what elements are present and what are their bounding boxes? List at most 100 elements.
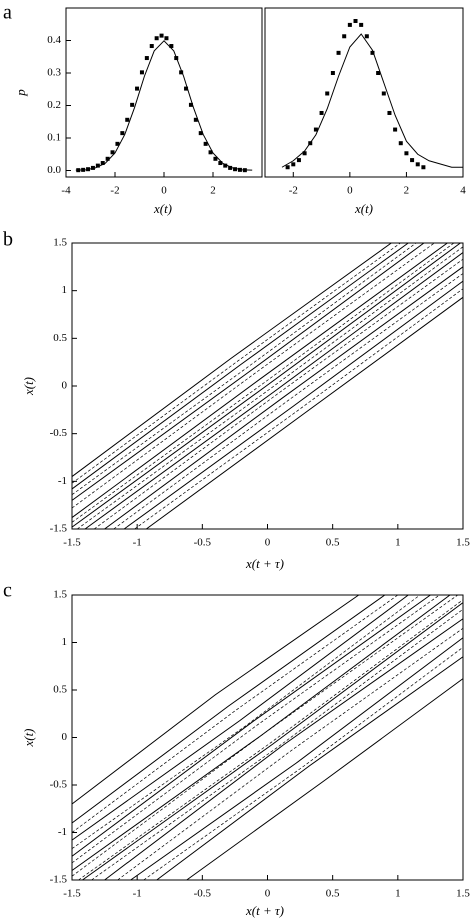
y-tick-label: -1 [58, 475, 67, 487]
plot-frame [65, 7, 263, 178]
contour-line [156, 656, 464, 881]
plot-frame [71, 594, 464, 881]
contour-line [71, 242, 448, 518]
contour-line [71, 594, 431, 857]
y-tick-label: -0.5 [50, 427, 68, 439]
data-point [330, 71, 335, 75]
data-point [198, 131, 203, 136]
x-tick-label: 1 [395, 537, 401, 549]
x-tick-label: -0.5 [194, 888, 212, 900]
x-tick-label: -2 [110, 185, 119, 197]
contour-line [71, 242, 417, 495]
data-line [75, 40, 253, 171]
y-axis-label: x(t) [21, 377, 36, 396]
y-tick-label: 0 [62, 380, 68, 392]
data-point [376, 71, 381, 75]
y-tick-label: -0.5 [50, 779, 68, 791]
data-point [149, 44, 154, 49]
contour-line [71, 594, 386, 824]
x-tick-label: -4 [61, 185, 71, 197]
y-tick-label: -1.5 [50, 523, 68, 535]
contour-line [91, 608, 464, 881]
contour-line [71, 242, 455, 523]
contour-line [123, 280, 464, 530]
y-tick-label: 1.5 [53, 589, 67, 601]
data-point [193, 117, 198, 122]
contour-line [71, 242, 461, 528]
data-point [95, 163, 100, 168]
contour-line [78, 599, 464, 881]
data-point [218, 161, 223, 166]
contour-line [104, 618, 464, 881]
data-point [415, 162, 420, 167]
y-tick-label: 0.2 [47, 99, 61, 111]
data-point [353, 19, 358, 23]
x-tick-label: 2 [210, 185, 216, 197]
x-tick-label: -1 [133, 537, 142, 549]
data-point [100, 161, 105, 166]
y-tick-label: -1 [58, 826, 67, 838]
contour-line [143, 646, 464, 881]
data-point [319, 110, 324, 115]
x-tick-label: -2 [289, 185, 298, 197]
data-point [398, 141, 403, 146]
data-point [296, 158, 301, 163]
data-point [233, 167, 238, 172]
data-point [169, 44, 174, 49]
data-point [135, 86, 140, 91]
data-point [404, 151, 409, 156]
data-point [347, 22, 352, 27]
y-axis-label: x(t) [21, 728, 36, 747]
y-tick-label: 0.5 [53, 332, 67, 344]
contour-line [104, 266, 464, 530]
y-tick-label: 0.4 [47, 34, 61, 46]
panel-label: a [3, 2, 12, 24]
data-point [325, 91, 330, 96]
x-tick-label: -1.5 [63, 888, 81, 900]
panel-label: c [3, 580, 12, 602]
contour-line [77, 246, 464, 530]
contour-line [130, 637, 464, 881]
data-point [387, 110, 392, 115]
data-point [159, 33, 164, 38]
data-point [208, 150, 213, 155]
contour-line [82, 602, 464, 881]
x-tick-label: 0 [161, 185, 167, 197]
data-line [281, 33, 463, 168]
x-tick-label: 0.5 [326, 537, 340, 549]
contour-line [71, 594, 451, 871]
contour-line [71, 594, 399, 833]
data-point [381, 91, 386, 96]
contour-line [134, 288, 464, 530]
data-point [359, 22, 364, 27]
data-point [188, 102, 193, 107]
y-tick-label: 0.1 [47, 132, 61, 144]
data-point [291, 162, 296, 167]
y-tick-label: -1.5 [50, 874, 68, 886]
x-axis-label: x(t + τ) [245, 556, 284, 571]
contour-line [71, 242, 425, 501]
data-point [110, 150, 115, 155]
data-point [164, 36, 169, 41]
data-point [410, 158, 415, 163]
y-tick-label: 0.0 [47, 164, 61, 176]
contour-line [71, 242, 409, 490]
y-tick-label: 1 [62, 284, 68, 296]
contour-line [71, 594, 360, 805]
y-tick-label: 0.3 [47, 67, 61, 79]
data-point [115, 141, 120, 146]
contour-line [71, 242, 435, 509]
contour-line [186, 678, 464, 881]
contour-line [71, 594, 409, 841]
data-point [393, 127, 398, 132]
data-point [364, 34, 369, 39]
x-axis-label: x(t + τ) [245, 903, 284, 918]
data-point [285, 165, 290, 170]
x-axis-label: x(t) [153, 201, 172, 216]
x-tick-label: 1.5 [456, 888, 470, 900]
y-tick-label: 0 [62, 731, 68, 743]
x-tick-label: 0 [347, 185, 353, 197]
data-point [228, 165, 233, 170]
data-point [342, 34, 347, 39]
